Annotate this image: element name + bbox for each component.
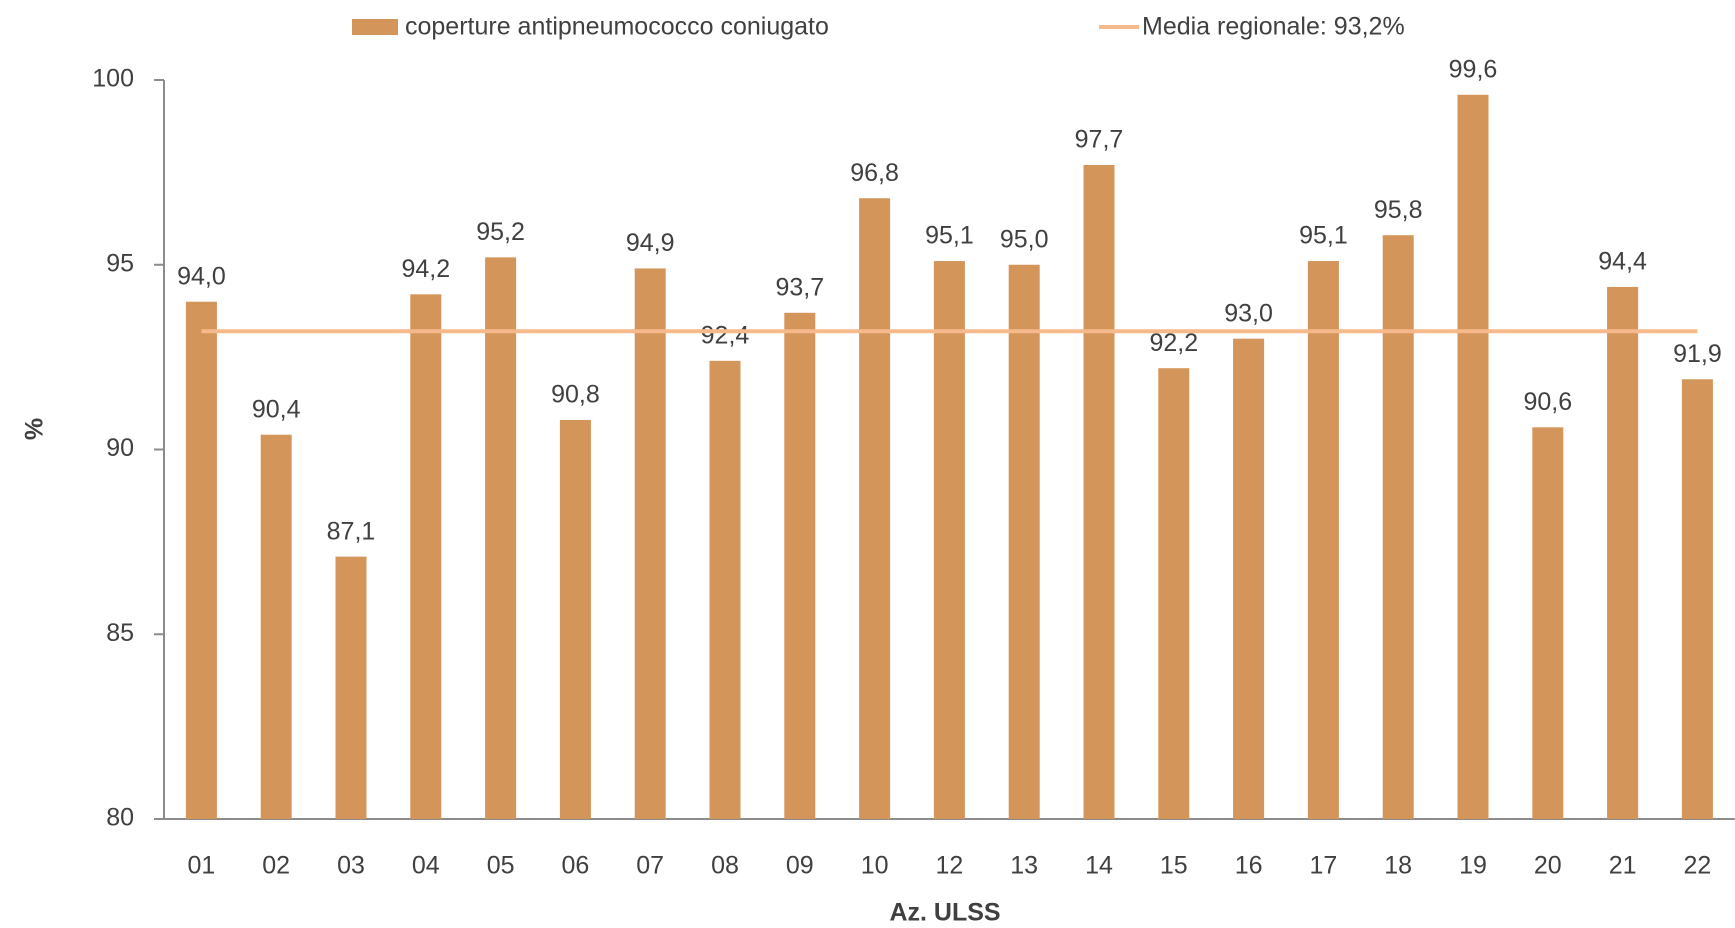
bar [784,312,816,819]
bar [859,198,891,820]
data-label: 92,4 [701,321,750,349]
bar [1307,261,1339,819]
bar [1083,164,1115,820]
y-tick-label: 100 [92,65,134,93]
data-label: 93,0 [1224,299,1273,327]
data-label: 95,8 [1374,196,1423,224]
bar [1681,379,1713,819]
x-tick-label: 07 [636,852,664,880]
data-label: 92,2 [1149,329,1198,357]
bar [1233,338,1265,819]
x-tick-label: 19 [1459,852,1487,880]
x-tick-label: 14 [1085,852,1113,880]
bar [559,419,591,819]
bar [485,257,517,819]
x-tick-label: 01 [187,852,215,880]
data-label: 96,8 [850,159,899,187]
data-label: 95,1 [1299,222,1348,250]
data-label: 97,7 [1075,126,1124,154]
data-label: 94,2 [401,255,450,283]
data-label: 90,8 [551,381,600,409]
data-label: 90,4 [252,395,301,423]
bar [933,261,965,819]
y-axis-label: % [21,418,49,440]
x-tick-label: 12 [935,852,963,880]
x-tick-label: 03 [337,852,365,880]
bar [260,434,292,819]
bar [1532,427,1564,819]
x-tick-label: 10 [861,852,889,880]
bar [634,268,666,819]
bar [1158,368,1190,819]
x-tick-label: 20 [1534,852,1562,880]
data-label: 90,6 [1523,388,1572,416]
data-label: 95,2 [476,218,525,246]
x-tick-label: 05 [487,852,515,880]
legend-label: coperture antipneumococco coniugato [405,13,829,41]
y-tick-label: 85 [106,619,134,647]
x-tick-label: 21 [1609,852,1637,880]
x-tick-label: 04 [412,852,440,880]
bar [1008,264,1040,819]
bar [1457,94,1489,819]
legend-label: Media regionale: 93,2% [1142,13,1405,41]
data-label: 94,4 [1598,248,1647,276]
x-axis-label: Az. ULSS [889,899,1000,927]
data-label: 94,9 [626,229,675,257]
bar [410,294,442,819]
x-tick-label: 06 [561,852,589,880]
y-tick-label: 90 [106,434,134,462]
data-label: 93,7 [775,273,824,301]
y-tick-label: 80 [106,804,134,832]
x-tick-label: 16 [1235,852,1263,880]
data-label: 94,0 [177,262,226,290]
data-label: 95,0 [1000,225,1049,253]
x-tick-label: 09 [786,852,814,880]
x-tick-label: 13 [1010,852,1038,880]
x-tick-label: 22 [1683,852,1711,880]
bar [709,360,741,819]
y-tick-label: 95 [106,249,134,277]
bar [1607,286,1639,819]
x-tick-label: 17 [1309,852,1337,880]
data-label: 95,1 [925,222,974,250]
legend-swatch [352,19,398,35]
data-label: 91,9 [1673,340,1722,368]
bar [185,301,217,819]
data-label: 87,1 [327,517,376,545]
x-tick-label: 08 [711,852,739,880]
x-tick-label: 18 [1384,852,1412,880]
x-tick-label: 15 [1160,852,1188,880]
bar [1382,235,1414,819]
data-label: 99,6 [1449,55,1498,83]
x-tick-label: 02 [262,852,290,880]
bar [335,556,367,819]
